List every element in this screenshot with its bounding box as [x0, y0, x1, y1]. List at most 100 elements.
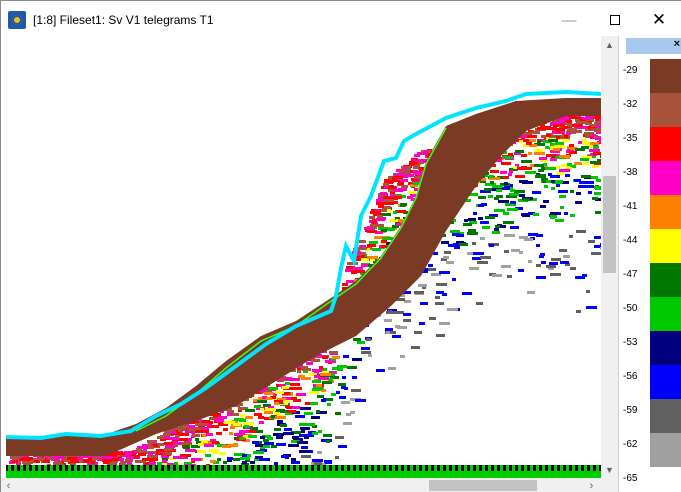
- echo-sample: [54, 456, 64, 459]
- title-bar[interactable]: [1:8] Fileset1: Sv V1 telegrams T1 — ✕: [1, 1, 681, 39]
- echo-sample: [417, 152, 427, 155]
- echo-sample: [528, 260, 532, 263]
- echo-sample: [177, 433, 186, 436]
- bottom-marker-dash: [32, 465, 35, 471]
- echo-sample: [323, 368, 327, 371]
- echo-sample: [594, 122, 601, 125]
- bottom-marker-dash: [524, 465, 527, 471]
- echo-sample: [277, 420, 283, 423]
- echo-sample: [201, 430, 209, 433]
- echo-sample: [578, 121, 587, 124]
- scroll-up-button[interactable]: ▲: [605, 39, 614, 50]
- echo-sample: [570, 267, 576, 270]
- scroll-right-button[interactable]: ›: [589, 479, 594, 492]
- echogram-plot[interactable]: [6, 36, 601, 478]
- echo-sample: [331, 358, 336, 361]
- echo-sample: [549, 262, 558, 265]
- echo-sample: [338, 383, 346, 386]
- echo-sample: [147, 455, 158, 458]
- echo-sample: [368, 354, 372, 357]
- echo-sample: [550, 143, 559, 146]
- echo-sample: [385, 328, 393, 331]
- echo-sample: [288, 444, 299, 447]
- color-scale-close-button[interactable]: ×: [673, 38, 680, 50]
- echo-sample: [238, 407, 242, 410]
- echo-sample: [388, 176, 395, 179]
- echo-sample: [281, 455, 288, 458]
- echo-sample: [418, 284, 427, 287]
- maximize-icon: [610, 15, 620, 25]
- bottom-marker-dash: [236, 465, 239, 471]
- minimize-button[interactable]: —: [561, 11, 577, 29]
- resize-grip[interactable]: [601, 478, 618, 492]
- echo-sample: [318, 377, 329, 380]
- echo-sample: [279, 384, 286, 387]
- echo-sample: [258, 416, 264, 419]
- echo-sample: [503, 212, 509, 215]
- echo-sample: [541, 135, 547, 138]
- echo-sample: [316, 384, 322, 387]
- scroll-left-button[interactable]: ‹: [6, 479, 11, 492]
- vertical-scrollbar[interactable]: ▲ ▼: [601, 36, 618, 478]
- horizontal-scrollbar[interactable]: ‹ ›: [1, 478, 601, 492]
- scroll-down-button[interactable]: ▼: [605, 464, 614, 475]
- echo-sample: [414, 154, 420, 157]
- echo-sample: [370, 258, 375, 261]
- echo-sample: [385, 180, 394, 183]
- echo-sample: [581, 175, 591, 178]
- echo-sample: [569, 116, 580, 119]
- echo-sample: [299, 434, 305, 437]
- echo-sample: [361, 247, 367, 250]
- echo-sample: [70, 463, 76, 466]
- bottom-marker-dash: [560, 465, 563, 471]
- echo-sample: [393, 211, 397, 214]
- echo-sample: [519, 180, 528, 183]
- echo-sample: [148, 452, 153, 455]
- echo-sample: [175, 434, 180, 437]
- bottom-marker-dash: [194, 465, 197, 471]
- echo-sample: [452, 233, 460, 236]
- echo-sample: [138, 451, 145, 454]
- echo-sample: [275, 416, 286, 419]
- echo-sample: [429, 317, 436, 320]
- echo-sample: [441, 258, 447, 261]
- echo-sample: [565, 174, 570, 177]
- echo-sample: [585, 122, 592, 125]
- echo-sample: [560, 261, 569, 264]
- echo-sample: [392, 335, 401, 338]
- horizontal-scroll-thumb[interactable]: [429, 480, 537, 491]
- echo-sample: [467, 193, 478, 196]
- echo-sample: [428, 268, 436, 271]
- echo-sample: [411, 346, 420, 349]
- echo-sample: [496, 189, 502, 192]
- bottom-marker-dash: [152, 465, 155, 471]
- echo-sample: [218, 423, 228, 426]
- echo-sample: [600, 247, 601, 250]
- echo-sample: [559, 195, 566, 198]
- echo-sample: [201, 440, 208, 443]
- echo-sample: [372, 248, 381, 251]
- echo-sample: [396, 298, 405, 301]
- echo-sample: [274, 412, 280, 415]
- echo-sample: [469, 221, 477, 224]
- echo-sample: [540, 126, 551, 129]
- echo-sample: [361, 255, 365, 258]
- close-button[interactable]: ✕: [651, 10, 667, 29]
- echo-sample: [367, 256, 378, 259]
- echo-sample: [322, 371, 329, 374]
- maximize-button[interactable]: [592, 1, 638, 39]
- echo-sample: [332, 356, 340, 359]
- color-swatch: [650, 365, 681, 399]
- bottom-marker-dash: [542, 465, 545, 471]
- echo-sample: [390, 194, 394, 197]
- echo-sample: [594, 186, 601, 189]
- echo-sample: [165, 445, 175, 448]
- echo-sample: [489, 244, 494, 247]
- echo-sample: [20, 458, 30, 461]
- echo-sample: [534, 149, 543, 152]
- echo-sample: [395, 210, 406, 213]
- bottom-marker-dash: [56, 465, 59, 471]
- echo-sample: [118, 458, 124, 461]
- echo-sample: [377, 215, 383, 218]
- vertical-scroll-thumb[interactable]: [603, 176, 616, 273]
